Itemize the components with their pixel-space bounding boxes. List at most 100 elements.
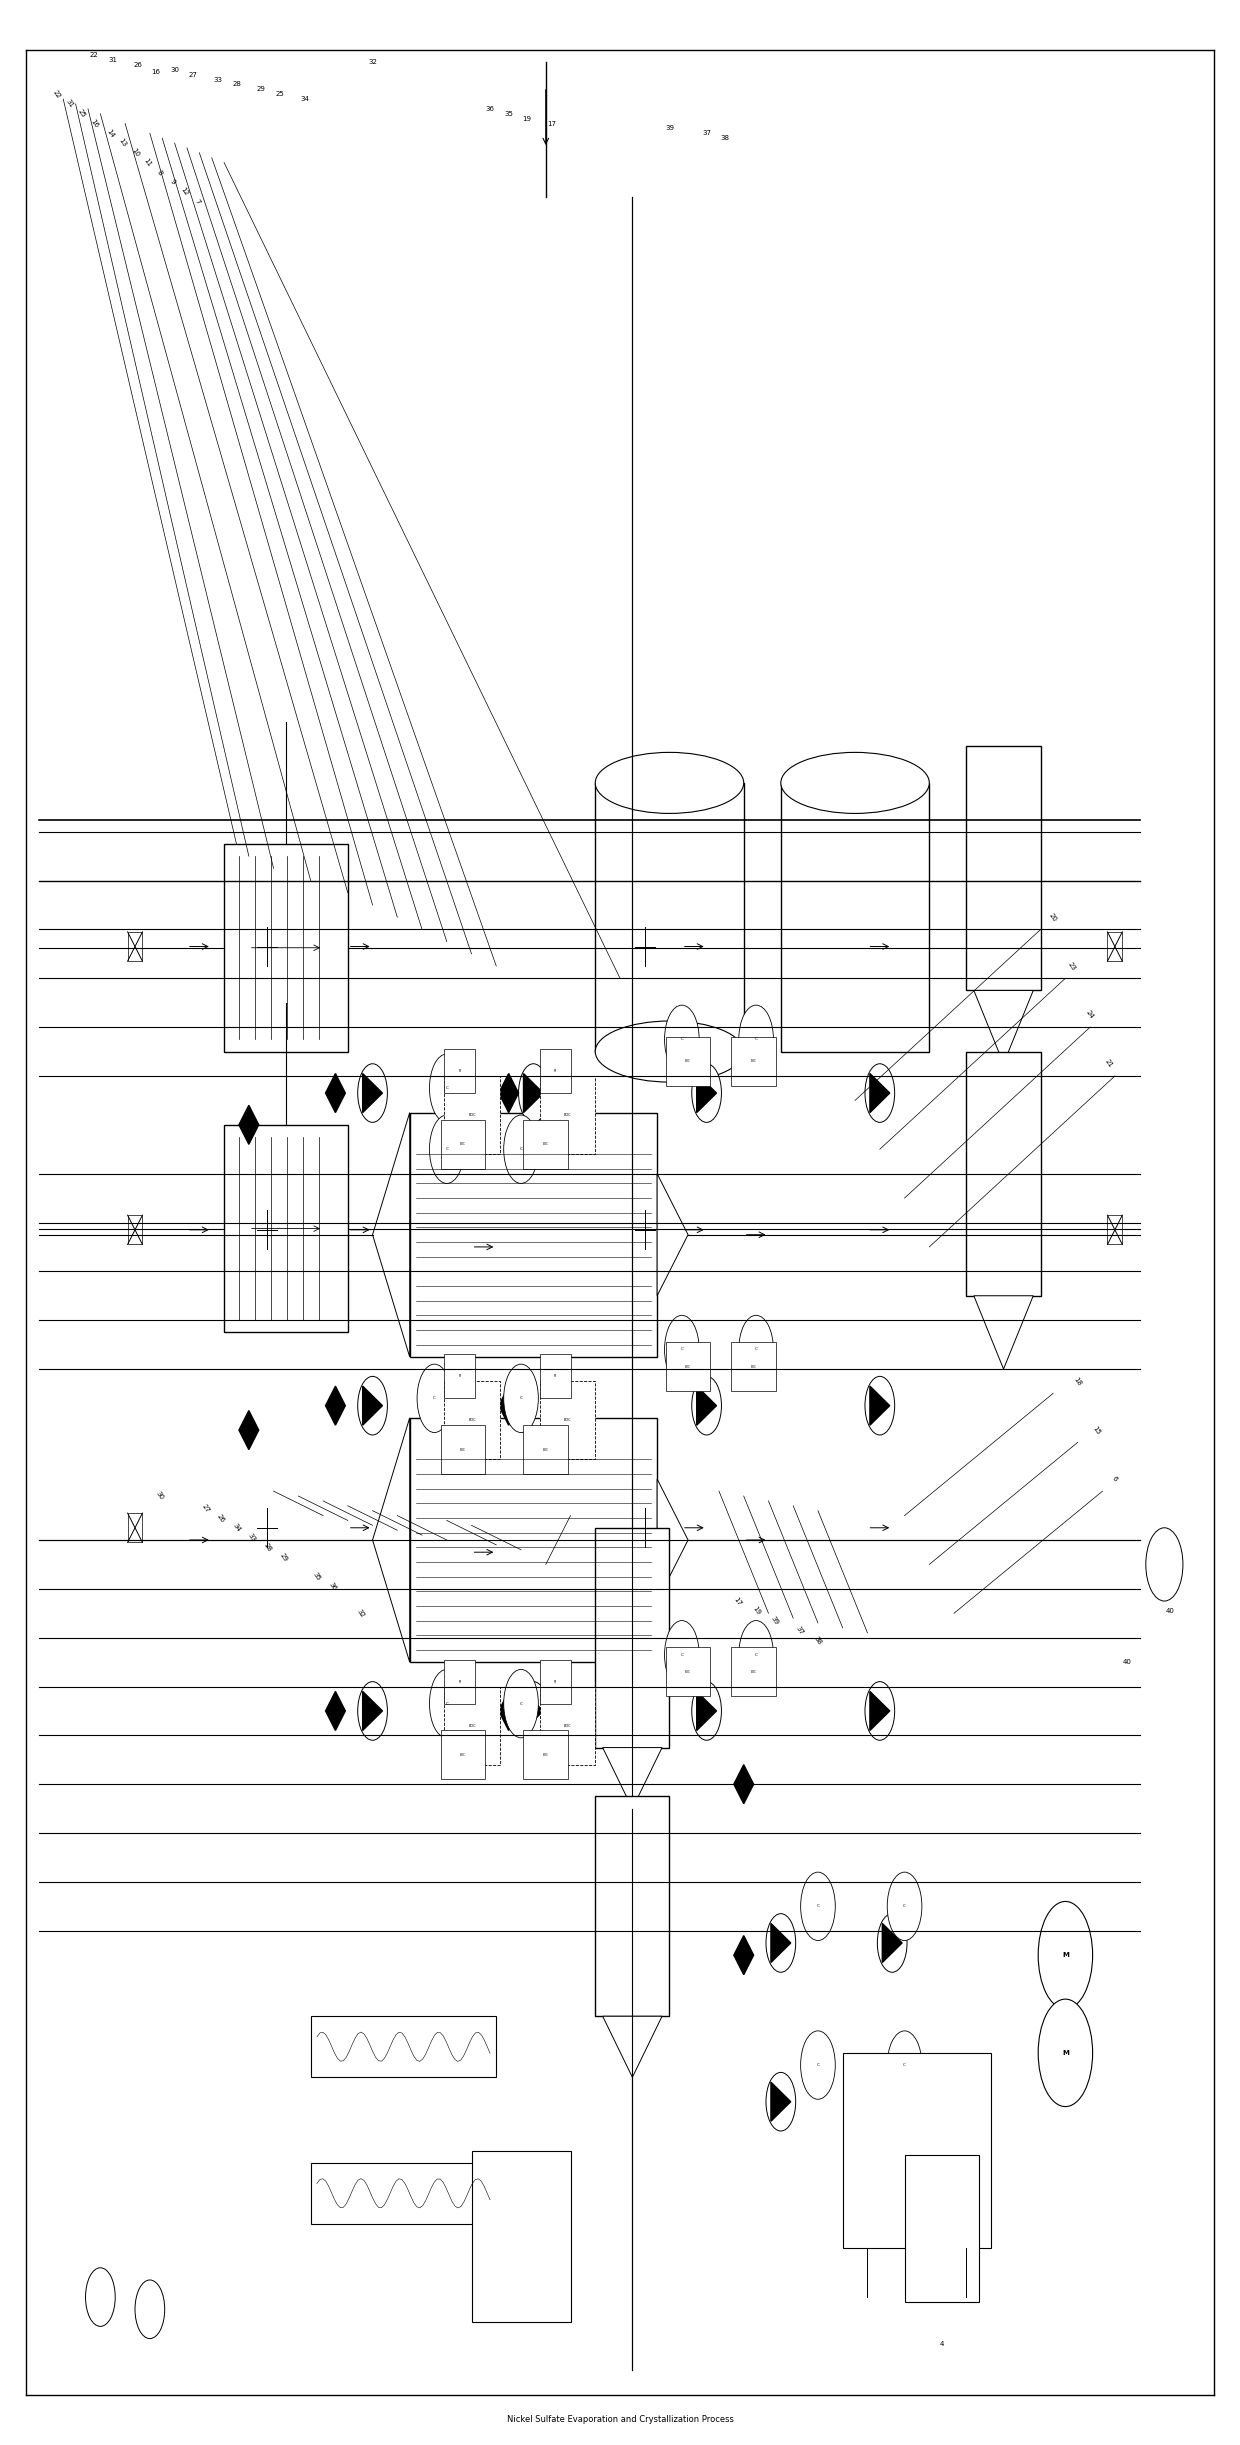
Bar — [471, 2152, 570, 2320]
Text: FI: FI — [553, 1374, 557, 1379]
Polygon shape — [973, 990, 1033, 1064]
Text: BOC: BOC — [460, 1142, 466, 1147]
Text: 40: 40 — [1166, 1609, 1176, 1614]
Bar — [843, 2054, 991, 2249]
Text: 31: 31 — [64, 98, 74, 110]
Bar — [128, 1215, 143, 1245]
Bar — [440, 1731, 485, 1780]
Text: 7: 7 — [193, 198, 201, 205]
Text: 26: 26 — [216, 1513, 226, 1523]
Text: 13: 13 — [118, 137, 128, 149]
Bar — [539, 1660, 570, 1704]
Bar — [666, 1648, 711, 1697]
Polygon shape — [498, 1692, 518, 1731]
Text: FI: FI — [459, 1374, 461, 1379]
Ellipse shape — [595, 1022, 744, 1083]
Text: 26: 26 — [133, 61, 141, 68]
Circle shape — [429, 1054, 464, 1122]
Text: FI: FI — [553, 1680, 557, 1685]
Circle shape — [417, 1364, 451, 1433]
Bar — [409, 1418, 657, 1663]
Polygon shape — [883, 1924, 901, 1963]
Bar — [966, 1051, 1040, 1296]
Text: M: M — [1061, 2049, 1069, 2056]
Text: C: C — [755, 1347, 758, 1352]
Text: BOC: BOC — [543, 1142, 549, 1147]
Polygon shape — [657, 1479, 688, 1601]
Circle shape — [135, 2281, 165, 2337]
Circle shape — [503, 1670, 538, 1738]
Text: 23: 23 — [1066, 961, 1076, 971]
Bar — [966, 746, 1040, 990]
Polygon shape — [362, 1073, 382, 1112]
Circle shape — [739, 1005, 774, 1073]
Bar — [539, 1687, 595, 1765]
Polygon shape — [362, 1386, 382, 1425]
Text: 14: 14 — [105, 127, 115, 139]
Bar — [732, 1648, 776, 1697]
Circle shape — [739, 1621, 774, 1689]
Polygon shape — [523, 1692, 543, 1731]
Polygon shape — [697, 1386, 717, 1425]
Text: 19: 19 — [523, 115, 532, 122]
Circle shape — [866, 1682, 895, 1741]
Text: C: C — [816, 1905, 820, 1907]
Polygon shape — [771, 2083, 791, 2122]
Text: 31: 31 — [108, 56, 118, 64]
Bar — [523, 1120, 568, 1169]
Text: 12: 12 — [180, 186, 190, 198]
Polygon shape — [870, 1386, 890, 1425]
Polygon shape — [870, 1073, 890, 1112]
Bar — [444, 1076, 500, 1154]
Text: 39: 39 — [665, 125, 675, 132]
Circle shape — [518, 1682, 548, 1741]
Bar — [444, 1355, 475, 1399]
Text: 29: 29 — [257, 86, 265, 93]
Circle shape — [766, 1914, 796, 1973]
Polygon shape — [870, 1692, 890, 1731]
Text: C: C — [681, 1347, 683, 1352]
Text: 27: 27 — [188, 71, 197, 78]
Text: 22: 22 — [52, 88, 62, 100]
Bar — [444, 1381, 500, 1460]
Bar — [539, 1049, 570, 1093]
Text: 15: 15 — [1091, 1425, 1101, 1435]
Text: 40: 40 — [1123, 1660, 1132, 1665]
Circle shape — [866, 1377, 895, 1435]
Text: 27: 27 — [201, 1504, 211, 1513]
Ellipse shape — [781, 753, 929, 814]
Text: 24: 24 — [1085, 1010, 1095, 1020]
Text: 25: 25 — [77, 108, 87, 120]
Circle shape — [878, 1914, 906, 1973]
Circle shape — [357, 1682, 387, 1741]
Text: C: C — [433, 1396, 435, 1401]
Bar — [523, 1425, 568, 1474]
Text: BOC: BOC — [686, 1059, 691, 1064]
Bar — [732, 1037, 776, 1086]
Bar — [1107, 1215, 1122, 1245]
Bar — [595, 1797, 670, 2017]
Text: 30: 30 — [170, 66, 179, 73]
Circle shape — [739, 1315, 774, 1384]
Bar — [311, 2017, 496, 2078]
Circle shape — [801, 2032, 836, 2100]
Polygon shape — [498, 1073, 518, 1112]
Bar — [440, 1425, 485, 1474]
Text: 6: 6 — [1111, 1474, 1118, 1482]
Text: 35: 35 — [312, 1572, 322, 1582]
Text: BOC: BOC — [750, 1059, 756, 1064]
Polygon shape — [603, 1748, 662, 1809]
Text: Nickel Sulfate Evaporation and Crystallization Process: Nickel Sulfate Evaporation and Crystalli… — [507, 2416, 733, 2423]
Polygon shape — [771, 1924, 791, 1963]
Bar — [732, 1342, 776, 1391]
Text: C: C — [445, 1147, 448, 1152]
Polygon shape — [326, 1692, 345, 1731]
Bar — [224, 844, 347, 1051]
Polygon shape — [657, 1174, 688, 1296]
Text: M: M — [1061, 1951, 1069, 1958]
Bar — [666, 1342, 711, 1391]
Polygon shape — [883, 2083, 901, 2122]
Circle shape — [888, 2032, 921, 2100]
Text: BOC: BOC — [460, 1753, 466, 1758]
Text: C: C — [903, 2064, 906, 2066]
